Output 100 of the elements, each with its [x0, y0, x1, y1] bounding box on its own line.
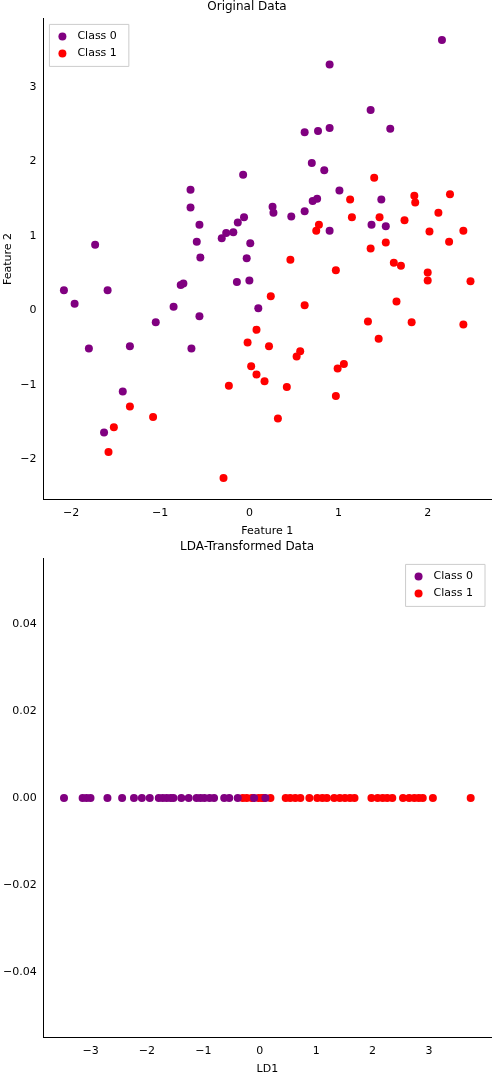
- legend-label: Class 0: [433, 569, 473, 583]
- point: [260, 377, 269, 386]
- point: [217, 234, 226, 243]
- point: [266, 292, 275, 301]
- point: [434, 208, 443, 217]
- x-axis-title: Feature 1: [241, 524, 294, 538]
- point: [84, 344, 93, 353]
- y-tick-label: 0.02: [12, 703, 37, 717]
- y-tick-label: 2: [29, 154, 37, 168]
- x-axis-title: LD1: [256, 1062, 279, 1076]
- x-tick-label: −2: [138, 1044, 156, 1058]
- x-tick-label: 2: [424, 506, 432, 520]
- point: [247, 362, 256, 371]
- point: [292, 352, 301, 361]
- point: [252, 370, 261, 379]
- point: [252, 325, 261, 334]
- point: [363, 317, 372, 326]
- point: [347, 213, 356, 222]
- point: [392, 297, 401, 306]
- point: [70, 299, 79, 308]
- point: [437, 36, 446, 44]
- point: [196, 253, 205, 262]
- point: [400, 216, 409, 225]
- point: [187, 344, 196, 353]
- point: [386, 124, 395, 133]
- y-tick-label: 1: [29, 228, 37, 242]
- x-tick-label: 0: [256, 1044, 264, 1058]
- point: [254, 304, 263, 313]
- point: [423, 276, 432, 285]
- chart-title: Original Data: [207, 0, 287, 14]
- point: [367, 220, 376, 229]
- point: [331, 266, 340, 275]
- x-tick-label: 1: [335, 506, 343, 520]
- point: [282, 383, 291, 392]
- point: [466, 277, 475, 286]
- point: [192, 237, 201, 246]
- y-tick-label: 0.04: [12, 616, 37, 630]
- legend-label: Class 1: [433, 586, 473, 600]
- point: [224, 381, 233, 390]
- point: [91, 240, 100, 249]
- point: [459, 320, 468, 329]
- point: [109, 423, 118, 432]
- point: [407, 318, 416, 327]
- point: [245, 276, 254, 285]
- point: [445, 237, 454, 246]
- point: [186, 203, 195, 212]
- point: [370, 173, 379, 182]
- point: [104, 447, 113, 456]
- point: [219, 474, 228, 482]
- y-tick-label: −2: [20, 452, 37, 466]
- x-tick-label: −2: [62, 506, 80, 520]
- point: [232, 278, 241, 287]
- point: [169, 302, 178, 311]
- chart-title: LDA-Transformed Data: [179, 539, 315, 554]
- point: [229, 228, 238, 237]
- y-tick-label: 0: [29, 303, 37, 317]
- point: [149, 412, 158, 421]
- point: [366, 244, 375, 253]
- point: [300, 207, 309, 216]
- point: [377, 195, 386, 204]
- x-tick-label: 0: [245, 506, 253, 520]
- point: [325, 123, 334, 132]
- point: [411, 198, 420, 207]
- point: [59, 286, 68, 295]
- point: [445, 190, 454, 199]
- y-tick-label: −0.04: [2, 965, 37, 979]
- point: [396, 261, 405, 270]
- point: [320, 166, 329, 175]
- legend-label: Class 0: [77, 29, 117, 43]
- point: [312, 226, 321, 235]
- point: [239, 170, 248, 179]
- point: [459, 226, 468, 235]
- point: [333, 364, 342, 373]
- point: [389, 258, 398, 267]
- y-tick-label: 0.00: [12, 790, 37, 804]
- point: [151, 318, 160, 327]
- point: [195, 312, 204, 321]
- point: [269, 208, 278, 217]
- point: [425, 227, 434, 236]
- point: [300, 128, 309, 137]
- point: [300, 301, 309, 310]
- point: [125, 402, 134, 411]
- point: [335, 186, 344, 195]
- point: [246, 239, 255, 248]
- point: [233, 218, 242, 227]
- point: [186, 185, 195, 194]
- point: [100, 428, 109, 437]
- point: [375, 213, 384, 222]
- point: [339, 360, 348, 369]
- point: [314, 126, 323, 135]
- point: [381, 238, 390, 247]
- y-axis-title: Feature 2: [1, 232, 15, 286]
- point: [273, 414, 282, 423]
- point: [366, 106, 375, 115]
- point: [240, 213, 249, 222]
- point: [374, 334, 383, 343]
- x-tick-label: 1: [312, 1044, 320, 1058]
- point: [296, 347, 305, 356]
- point: [331, 392, 340, 401]
- point: [243, 338, 252, 347]
